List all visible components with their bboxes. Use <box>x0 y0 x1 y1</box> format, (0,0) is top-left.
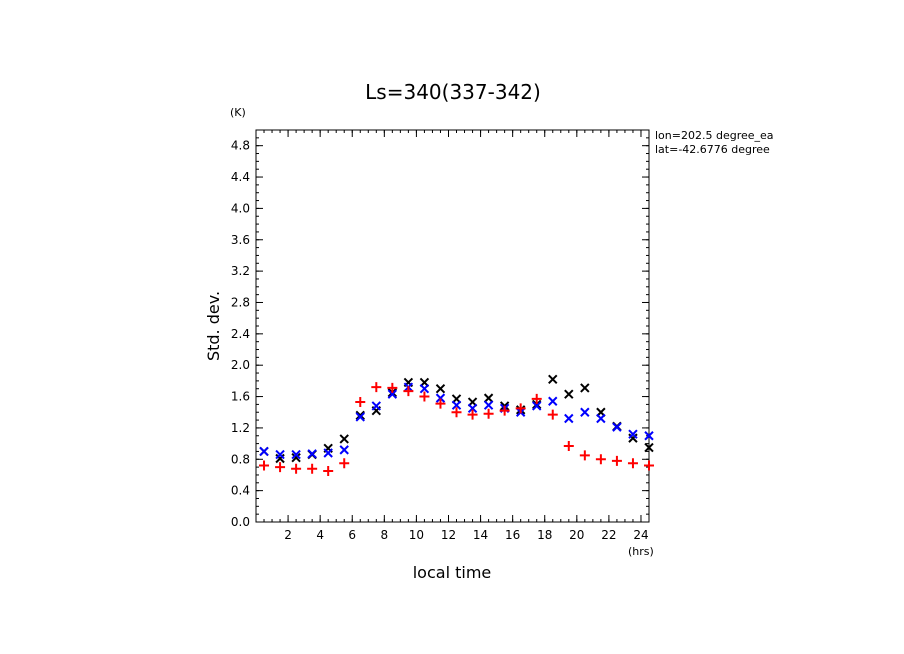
data-point <box>339 458 350 469</box>
y-tick-label: 4.0 <box>231 201 250 215</box>
y-tick-label: 3.2 <box>231 264 250 278</box>
x-tick-label: 8 <box>381 528 389 542</box>
x-tick-label: 4 <box>316 528 324 542</box>
plot-frame <box>255 129 650 523</box>
data-point <box>419 391 430 402</box>
data-point <box>291 449 301 460</box>
data-point <box>371 401 382 411</box>
data-point <box>451 400 462 410</box>
data-point <box>355 397 366 408</box>
data-point <box>628 429 638 439</box>
x-unit-label: (hrs) <box>628 545 654 558</box>
y-tick-label: 4.4 <box>231 170 250 184</box>
data-point <box>564 413 574 424</box>
data-point <box>580 407 590 417</box>
x-tick-label: 14 <box>473 528 488 542</box>
data-point <box>259 460 270 471</box>
data-point <box>323 448 333 458</box>
y-tick-label: 4.8 <box>231 139 250 153</box>
data-point <box>435 398 446 409</box>
data-point <box>435 384 446 394</box>
y-tick-label: 0.8 <box>231 452 250 466</box>
data-point <box>291 453 301 463</box>
data-point <box>612 422 622 432</box>
tick-labels: 2 4 6 8 10 12 14 16 18 20 22 240.00.40.81.21.62.02.… <box>231 139 649 542</box>
data-point <box>419 384 430 394</box>
y-tick-label: 3.6 <box>231 233 250 247</box>
x-tick-label: 16 <box>505 528 520 542</box>
series-0 <box>259 374 654 464</box>
series-2 <box>259 382 654 477</box>
axis-ticks <box>255 129 650 523</box>
y-tick-label: 0.4 <box>231 484 250 498</box>
y-tick-label: 1.2 <box>231 421 250 435</box>
data-point <box>532 401 542 411</box>
data-point <box>339 434 349 444</box>
data-point <box>339 445 349 455</box>
data-point <box>387 389 398 399</box>
data-point <box>580 383 590 393</box>
annotation-lon: lon=202.5 degree_ea <box>655 129 774 142</box>
data-point <box>596 413 606 424</box>
y-axis-title: Std. dev. <box>204 291 223 361</box>
data-point <box>483 400 494 410</box>
x-tick-label: 10 <box>409 528 424 542</box>
x-tick-label: 18 <box>537 528 552 542</box>
y-tick-label: 1.6 <box>231 390 250 404</box>
data-point <box>595 454 606 465</box>
annotation-lat: lat=-42.6776 degree <box>655 143 770 156</box>
x-tick-label: 2 <box>284 528 292 542</box>
data-point <box>387 382 398 393</box>
data-point <box>435 393 446 403</box>
data-point <box>467 403 478 414</box>
y-tick-label: 2.4 <box>231 327 250 341</box>
data-point <box>403 386 414 397</box>
x-axis-title: local time <box>413 563 492 582</box>
x-tick-label: 12 <box>441 528 456 542</box>
data-point <box>644 442 654 453</box>
data-point <box>355 412 365 422</box>
data-point <box>307 449 317 459</box>
data-point <box>371 382 382 393</box>
y-unit-label: (K) <box>230 106 246 119</box>
y-tick-label: 2.8 <box>231 295 250 309</box>
x-tick-label: 6 <box>348 528 356 542</box>
data-point <box>291 463 302 474</box>
data-point <box>531 393 542 404</box>
data-point <box>611 455 622 466</box>
data-point <box>644 431 654 441</box>
chart-title: Ls=340(337-342) <box>365 80 541 104</box>
data-point <box>548 374 558 385</box>
data-point <box>579 450 590 461</box>
x-tick-label: 22 <box>601 528 616 542</box>
data-point <box>307 463 318 474</box>
data-point <box>483 408 494 419</box>
data-point <box>564 389 574 399</box>
data-point <box>627 458 638 469</box>
data-point <box>275 449 285 460</box>
data-marks <box>259 374 654 477</box>
x-tick-label: 20 <box>569 528 584 542</box>
data-point <box>499 405 510 416</box>
data-point <box>483 393 494 403</box>
data-point <box>275 462 286 473</box>
data-point <box>323 466 334 477</box>
data-point <box>451 407 462 418</box>
data-point <box>563 440 574 451</box>
series-1 <box>259 382 654 460</box>
y-tick-label: 0.0 <box>231 515 250 529</box>
data-point <box>355 410 365 421</box>
data-point <box>532 399 542 410</box>
x-tick-label: 24 <box>633 528 648 542</box>
y-tick-label: 2.0 <box>231 358 250 372</box>
data-point <box>548 396 558 406</box>
data-point <box>644 460 654 471</box>
data-point <box>467 409 478 420</box>
data-point <box>515 403 526 414</box>
data-point <box>259 446 269 457</box>
data-point <box>547 409 558 420</box>
